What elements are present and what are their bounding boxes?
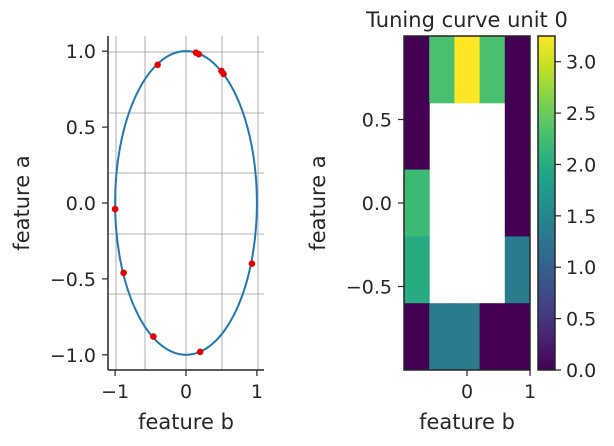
scatter-point	[150, 333, 157, 340]
colorbar: 3.0 2.5 2.0 1.5 1.0 0.5 0.0	[537, 35, 596, 382]
x-tick-label: −1	[101, 381, 129, 403]
colorbar-ticks: 3.0 2.5 2.0 1.5 1.0 0.5 0.0	[555, 52, 596, 382]
y-tick-label: −1.0	[50, 345, 96, 367]
scatter-point	[154, 61, 161, 69]
heatmap-cell	[404, 36, 430, 104]
heatmap-cell	[404, 303, 430, 371]
heatmap-cell	[504, 102, 531, 171]
heatmap-cell	[429, 36, 455, 104]
heatmap-ylabel: feature a	[306, 155, 330, 250]
heatmap-cell	[404, 102, 430, 171]
x-tick-label: 1	[524, 381, 536, 403]
scatter-xlabel: feature b	[138, 410, 234, 434]
scatter-grid	[108, 36, 264, 370]
x-tick-label: 0	[180, 381, 192, 403]
heatmap-chart: Tuning curve unit 0 0 1 0.5 0.0 −0.5 feature…	[306, 8, 568, 434]
y-tick-label: 0.0	[66, 193, 96, 215]
y-tick-label: 1.0	[66, 41, 96, 63]
heatmap-cell	[479, 36, 506, 104]
heatmap-cell	[454, 303, 481, 371]
y-tick-label: 0.5	[66, 117, 96, 139]
heatmap-cell	[504, 303, 531, 371]
heatmap-xlabel: feature b	[419, 410, 515, 434]
heatmap-cell	[504, 36, 531, 104]
colorbar-tick-label: 0.5	[566, 309, 596, 331]
heatmap-cells	[404, 36, 531, 371]
heatmap-cell	[404, 236, 430, 304]
scatter-ticks: −1 0 1 1.0 0.5 0.0 −0.5 −1.0	[50, 41, 263, 403]
heatmap-cell	[454, 36, 481, 104]
heatmap-cell	[504, 236, 531, 304]
scatter-chart: −1 0 1 1.0 0.5 0.0 −0.5 −1.0 feature b feature …	[10, 36, 264, 434]
heatmap-cell	[504, 169, 531, 237]
heatmap-cell	[479, 303, 506, 371]
heatmap-title: Tuning curve unit 0	[365, 8, 568, 32]
colorbar-tick-label: 1.5	[566, 206, 596, 228]
scatter-point	[111, 205, 119, 213]
x-tick-label: 1	[251, 381, 263, 403]
scatter-point	[220, 70, 227, 78]
colorbar-tick-label: 2.5	[566, 103, 596, 125]
colorbar-tick-label: 0.0	[566, 360, 596, 382]
y-tick-label: 0.0	[362, 193, 392, 215]
y-tick-label: −0.5	[346, 277, 392, 299]
y-tick-label: −0.5	[50, 269, 96, 291]
heatmap-cell	[404, 169, 430, 237]
y-tick-label: 0.5	[362, 110, 392, 132]
scatter-point	[120, 269, 127, 277]
heatmap-cell	[429, 303, 455, 371]
x-tick-label: 0	[461, 381, 473, 403]
colorbar-gradient	[537, 35, 556, 371]
scatter-point	[248, 260, 256, 268]
heatmap-ticks: 0 1 0.5 0.0 −0.5	[346, 110, 536, 404]
unit-circle-curve	[114, 50, 258, 356]
colorbar-tick-label: 1.0	[566, 257, 596, 279]
colorbar-tick-label: 3.0	[566, 52, 596, 74]
scatter-ylabel: feature a	[10, 155, 34, 250]
scatter-points	[111, 49, 256, 356]
scatter-point	[196, 348, 204, 356]
scatter-point	[195, 50, 203, 58]
colorbar-tick-label: 2.0	[566, 154, 596, 176]
